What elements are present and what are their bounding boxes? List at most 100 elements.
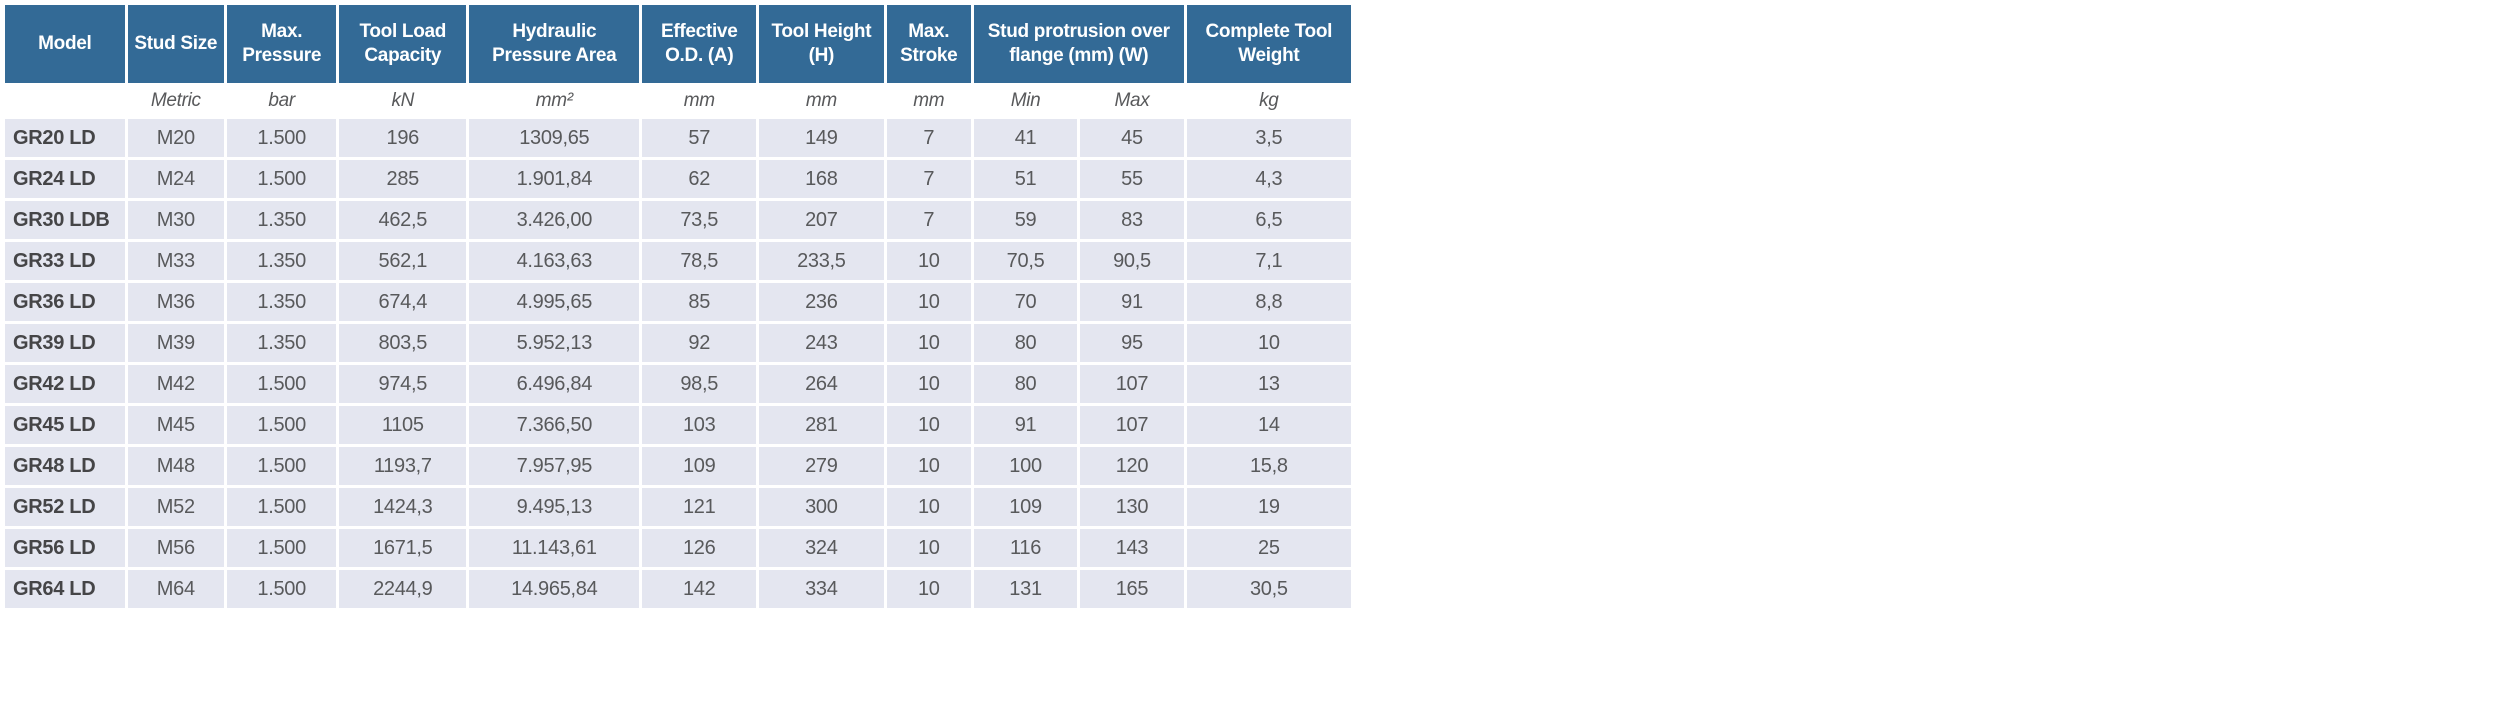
value-cell: 103 bbox=[642, 406, 756, 444]
table-body: GR20 LD M20 1.500 196 1309,65 57 149 7 41 45 3,5 GR… bbox=[5, 119, 1351, 608]
value-cell: 59 bbox=[973, 201, 1078, 239]
value-cell: 6.496,84 bbox=[469, 365, 640, 403]
value-cell: 10 bbox=[886, 283, 971, 321]
header-row: Model Stud Size Max. Pressure Tool Load … bbox=[5, 5, 1351, 83]
value-cell: 70 bbox=[973, 283, 1078, 321]
value-cell: 14.965,84 bbox=[469, 570, 640, 608]
value-cell: 41 bbox=[973, 119, 1078, 157]
value-cell: 9.495,13 bbox=[469, 488, 640, 526]
unit-tool-height: mm bbox=[805, 90, 837, 111]
value-cell: M24 bbox=[127, 160, 224, 198]
table-row: GR64 LD M64 1.500 2244,9 14.965,84 142 334 10 13… bbox=[5, 570, 1351, 608]
value-cell: 1.500 bbox=[226, 119, 337, 157]
col-header-max-stroke: Max. Stroke bbox=[886, 5, 971, 83]
table-row: GR33 LD M33 1.350 562,1 4.163,63 78,5 233,5 10 7… bbox=[5, 242, 1351, 280]
value-cell: 562,1 bbox=[339, 242, 467, 280]
value-cell: 8,8 bbox=[1186, 283, 1351, 321]
value-cell: 285 bbox=[339, 160, 467, 198]
value-cell: 1.500 bbox=[226, 570, 337, 608]
value-cell: 1.500 bbox=[226, 488, 337, 526]
table-row: GR39 LD M39 1.350 803,5 5.952,13 92 243 10 80 95 1… bbox=[5, 324, 1351, 362]
value-cell: 1.500 bbox=[226, 406, 337, 444]
value-cell: 1309,65 bbox=[469, 119, 640, 157]
subheader-min: Min bbox=[1010, 90, 1041, 111]
table-row: GR30 LDB M30 1.350 462,5 3.426,00 73,5 207 7 59 8… bbox=[5, 201, 1351, 239]
col-header-model: Model bbox=[5, 5, 125, 83]
col-header-tool-load-capacity: Tool Load Capacity bbox=[339, 5, 467, 83]
value-cell: 165 bbox=[1080, 570, 1184, 608]
value-cell: 7.366,50 bbox=[469, 406, 640, 444]
value-cell: 107 bbox=[1080, 365, 1184, 403]
value-cell: 10 bbox=[886, 488, 971, 526]
value-cell: 264 bbox=[759, 365, 884, 403]
value-cell: 1.350 bbox=[226, 242, 337, 280]
value-cell: 13 bbox=[1186, 365, 1351, 403]
value-cell: M52 bbox=[127, 488, 224, 526]
value-cell: 107 bbox=[1080, 406, 1184, 444]
value-cell: 109 bbox=[642, 447, 756, 485]
value-cell: 19 bbox=[1186, 488, 1351, 526]
value-cell: 11.143,61 bbox=[469, 529, 640, 567]
value-cell: 91 bbox=[1080, 283, 1184, 321]
value-cell: 4.163,63 bbox=[469, 242, 640, 280]
value-cell: 131 bbox=[973, 570, 1078, 608]
model-cell: GR33 LD bbox=[5, 242, 125, 280]
value-cell: 80 bbox=[973, 365, 1078, 403]
value-cell: 168 bbox=[759, 160, 884, 198]
table-row: GR48 LD M48 1.500 1193,7 7.957,95 109 279 10 100… bbox=[5, 447, 1351, 485]
value-cell: 91 bbox=[973, 406, 1078, 444]
value-cell: 98,5 bbox=[642, 365, 756, 403]
value-cell: 4.995,65 bbox=[469, 283, 640, 321]
col-header-stud-size: Stud Size bbox=[127, 5, 224, 83]
value-cell: 334 bbox=[759, 570, 884, 608]
value-cell: 51 bbox=[973, 160, 1078, 198]
value-cell: 10 bbox=[886, 406, 971, 444]
table-row: GR45 LD M45 1.500 1105 7.366,50 103 281 10 91 107… bbox=[5, 406, 1351, 444]
model-cell: GR56 LD bbox=[5, 529, 125, 567]
value-cell: 78,5 bbox=[642, 242, 756, 280]
model-cell: GR39 LD bbox=[5, 324, 125, 362]
value-cell: 1193,7 bbox=[339, 447, 467, 485]
value-cell: 196 bbox=[339, 119, 467, 157]
value-cell: 3.426,00 bbox=[469, 201, 640, 239]
value-cell: 1.500 bbox=[226, 365, 337, 403]
value-cell: M64 bbox=[127, 570, 224, 608]
value-cell: 10 bbox=[886, 447, 971, 485]
value-cell: 109 bbox=[973, 488, 1078, 526]
value-cell: 73,5 bbox=[642, 201, 756, 239]
value-cell: 1.350 bbox=[226, 201, 337, 239]
value-cell: 45 bbox=[1080, 119, 1184, 157]
value-cell: 116 bbox=[973, 529, 1078, 567]
value-cell: M36 bbox=[127, 283, 224, 321]
value-cell: 126 bbox=[642, 529, 756, 567]
unit-hydraulic: mm² bbox=[535, 90, 573, 111]
value-cell: 803,5 bbox=[339, 324, 467, 362]
unit-tool-weight: kg bbox=[1259, 90, 1279, 111]
value-cell: 243 bbox=[759, 324, 884, 362]
value-cell: 7.957,95 bbox=[469, 447, 640, 485]
spec-table: Model Stud Size Max. Pressure Tool Load … bbox=[2, 2, 1354, 611]
unit-effective-od: mm bbox=[683, 90, 715, 111]
model-cell: GR36 LD bbox=[5, 283, 125, 321]
table-row: GR52 LD M52 1.500 1424,3 9.495,13 121 300 10 109… bbox=[5, 488, 1351, 526]
model-cell: GR20 LD bbox=[5, 119, 125, 157]
value-cell: 10 bbox=[886, 324, 971, 362]
value-cell: 236 bbox=[759, 283, 884, 321]
value-cell: 14 bbox=[1186, 406, 1351, 444]
value-cell: 974,5 bbox=[339, 365, 467, 403]
value-cell: 25 bbox=[1186, 529, 1351, 567]
value-cell: M56 bbox=[127, 529, 224, 567]
value-cell: 7 bbox=[886, 160, 971, 198]
value-cell: 1.901,84 bbox=[469, 160, 640, 198]
value-cell: 15,8 bbox=[1186, 447, 1351, 485]
value-cell: 30,5 bbox=[1186, 570, 1351, 608]
model-cell: GR30 LDB bbox=[5, 201, 125, 239]
value-cell: 55 bbox=[1080, 160, 1184, 198]
value-cell: 10 bbox=[1186, 324, 1351, 362]
table-row: GR20 LD M20 1.500 196 1309,65 57 149 7 41 45 3,5 bbox=[5, 119, 1351, 157]
value-cell: 1105 bbox=[339, 406, 467, 444]
units-row: Metric bar kN mm² mm mm mm Min Max kg bbox=[5, 86, 1351, 116]
col-header-max-pressure: Max. Pressure bbox=[226, 5, 337, 83]
unit-tool-load: kN bbox=[391, 90, 415, 111]
value-cell: 10 bbox=[886, 529, 971, 567]
